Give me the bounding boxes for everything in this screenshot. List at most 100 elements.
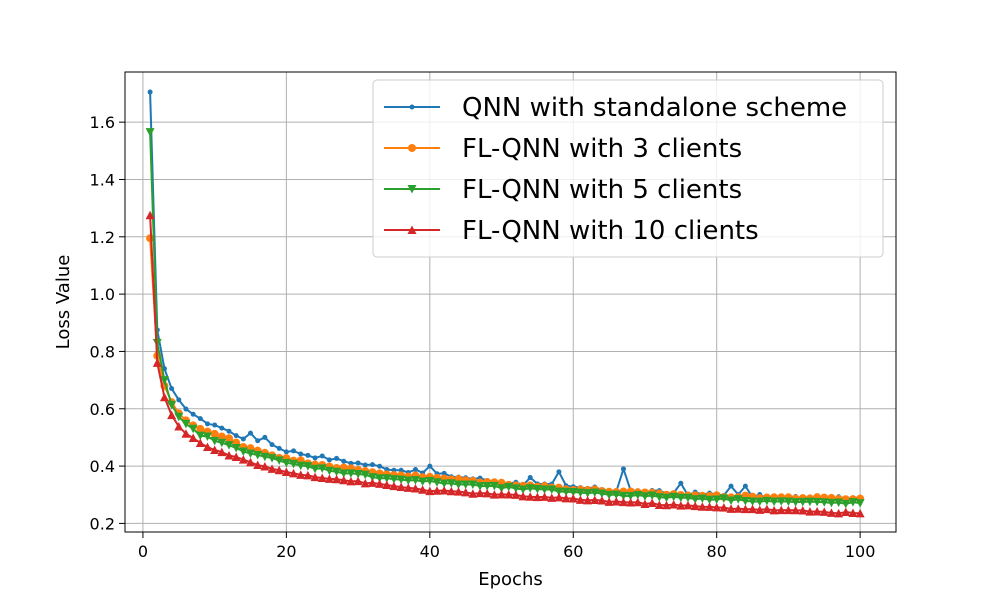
data-point — [728, 483, 734, 489]
data-point — [532, 492, 542, 502]
data-point — [540, 485, 550, 494]
data-point — [382, 474, 392, 483]
data-point — [291, 448, 297, 454]
data-point — [231, 443, 241, 453]
legend-label: FL-QNN with 5 clients — [462, 175, 742, 205]
data-point — [705, 502, 715, 511]
data-point — [298, 451, 304, 457]
data-point — [669, 492, 679, 502]
data-point — [497, 489, 507, 499]
data-point — [805, 507, 815, 516]
data-point — [355, 460, 361, 466]
data-point — [210, 436, 220, 446]
data-point — [396, 475, 406, 485]
data-point — [159, 392, 169, 402]
data-point — [238, 447, 248, 456]
data-point — [418, 477, 428, 487]
data-point — [267, 464, 277, 473]
data-point — [604, 490, 614, 500]
data-point — [819, 498, 829, 507]
data-point — [661, 493, 671, 503]
data-point — [834, 498, 844, 508]
series-layer — [145, 89, 865, 518]
data-point — [518, 491, 528, 501]
series-line — [149, 132, 861, 505]
legend-label: QNN with standalone scheme — [462, 93, 847, 123]
data-point — [812, 497, 822, 507]
data-point — [676, 501, 686, 510]
data-point — [407, 225, 417, 234]
data-point — [403, 483, 413, 492]
data-point — [618, 491, 628, 501]
data-point — [188, 424, 198, 434]
data-point — [618, 497, 628, 507]
legend-label: FL-QNN with 10 clients — [462, 216, 759, 246]
data-point — [504, 489, 514, 499]
data-point — [812, 506, 822, 516]
data-point — [281, 467, 291, 477]
y-tick-label: 0.8 — [90, 342, 115, 361]
data-point — [439, 479, 449, 488]
data-point — [375, 474, 385, 483]
data-point — [769, 505, 779, 515]
legend-entry: FL-QNN with 3 clients — [384, 134, 742, 164]
data-point — [604, 497, 614, 506]
data-point — [561, 487, 571, 497]
data-point — [367, 478, 377, 487]
data-point — [202, 432, 212, 441]
x-tick-label: 40 — [420, 542, 440, 561]
data-point — [446, 486, 456, 496]
data-point — [324, 474, 334, 483]
data-point — [432, 486, 442, 495]
data-point — [597, 496, 607, 505]
data-point — [525, 484, 535, 493]
data-point — [475, 488, 485, 498]
data-point — [353, 476, 363, 486]
data-point — [733, 504, 743, 513]
data-point — [389, 481, 399, 491]
legend-frame — [372, 79, 884, 258]
data-point — [826, 508, 836, 517]
data-point — [441, 470, 447, 476]
data-point — [410, 484, 420, 493]
data-point — [669, 499, 679, 509]
data-point — [240, 436, 246, 442]
data-point — [219, 425, 225, 431]
data-point — [283, 449, 289, 455]
data-point — [389, 475, 399, 484]
data-point — [556, 469, 562, 475]
data-point — [233, 433, 239, 439]
data-point — [398, 467, 404, 473]
data-point — [583, 489, 593, 498]
data-point — [167, 400, 177, 410]
data-point — [425, 476, 435, 486]
data-point — [525, 492, 535, 501]
series-3 — [145, 128, 865, 509]
data-point — [554, 487, 564, 496]
data-point — [848, 498, 858, 507]
legend: QNN with standalone scheme FL-QNN with 3 … — [372, 79, 884, 258]
data-point — [661, 500, 671, 510]
y-tick-label: 1.0 — [90, 285, 115, 304]
x-tick-label: 60 — [563, 542, 583, 561]
data-point — [210, 429, 219, 438]
data-point — [197, 416, 203, 422]
data-point — [174, 412, 184, 422]
data-point — [755, 497, 765, 507]
data-point — [346, 476, 356, 486]
series-line — [149, 238, 861, 501]
data-point — [332, 474, 342, 484]
y-tick-label: 1.2 — [90, 228, 115, 247]
x-tick-label: 80 — [707, 542, 727, 561]
data-point — [590, 488, 600, 498]
data-point — [776, 497, 786, 506]
data-point — [152, 358, 162, 367]
data-point — [454, 487, 464, 496]
data-point — [181, 419, 191, 429]
data-point — [798, 497, 808, 507]
data-point — [412, 467, 418, 473]
data-point — [798, 505, 808, 515]
data-point — [805, 497, 815, 507]
data-point — [748, 497, 758, 506]
